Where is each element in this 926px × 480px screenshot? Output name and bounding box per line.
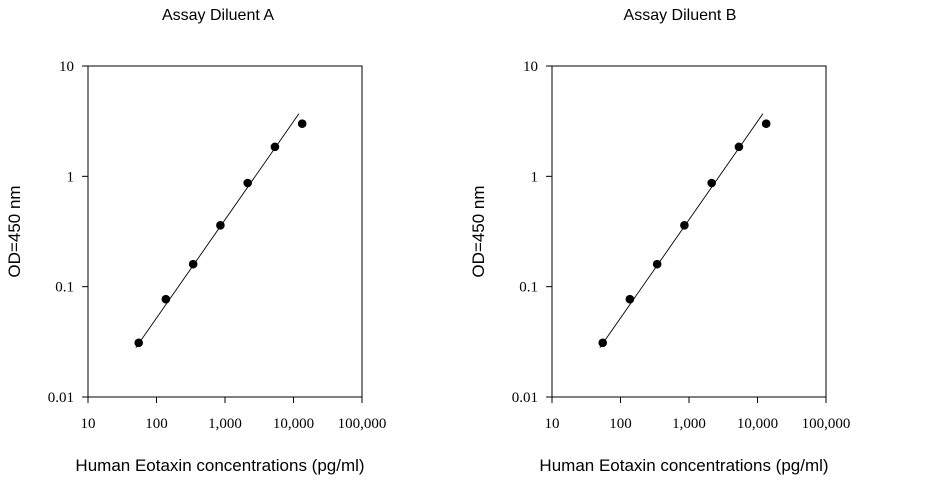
data-point: [734, 142, 744, 152]
data-point: [270, 142, 280, 152]
data-point: [161, 294, 171, 304]
y-tick-label: 0.01: [48, 390, 74, 406]
data-point: [652, 259, 662, 269]
x-tick-label: 100: [609, 416, 632, 432]
data-point: [216, 220, 225, 230]
x-axis-label: Human Eotaxin concentrations (pg/ml): [75, 456, 364, 475]
y-tick-label: 1: [67, 169, 75, 185]
x-tick-label: 100: [145, 416, 168, 432]
data-point: [680, 220, 689, 230]
x-tick-label: 10: [545, 416, 560, 432]
y-tick-label: 10: [59, 59, 74, 75]
x-tick-label: 10,000: [737, 416, 778, 432]
x-tick-label: 100,000: [338, 416, 387, 432]
y-tick-label: 1: [531, 169, 539, 185]
data-point: [707, 178, 716, 188]
chart-panel-1: Assay Diluent A 10 100 1,000 10,000 100,000 0.…: [5, 7, 386, 475]
plot-frame: [551, 65, 827, 398]
data-point: [297, 119, 307, 128]
chart-panel-2: Assay Diluent B 10 100 1,000 10,000 100,000 0.…: [469, 7, 850, 475]
y-tick-label: 0.01: [512, 390, 538, 406]
data-point: [625, 294, 635, 304]
fit-line: [135, 113, 300, 348]
y-axis-label: OD=450 nm: [5, 185, 24, 277]
chart-title: Assay Diluent B: [624, 7, 737, 24]
data-point: [243, 178, 252, 188]
plot-frame: [87, 65, 363, 398]
fit-line: [599, 113, 764, 348]
x-tick-label: 10: [81, 416, 96, 432]
x-tick-label: 1,000: [208, 416, 242, 432]
data-point: [188, 259, 198, 269]
x-tick-label: 100,000: [802, 416, 851, 432]
chart-title: Assay Diluent A: [162, 7, 274, 24]
y-tick-label: 0.1: [55, 280, 74, 296]
x-tick-label: 10,000: [273, 416, 314, 432]
y-tick-label: 0.1: [519, 280, 538, 296]
x-tick-label: 1,000: [672, 416, 706, 432]
data-point: [761, 119, 771, 128]
x-axis-label: Human Eotaxin concentrations (pg/ml): [539, 456, 828, 475]
data-point: [598, 338, 608, 348]
y-tick-label: 10: [523, 59, 538, 75]
data-point: [134, 338, 144, 348]
y-axis-label: OD=450 nm: [469, 185, 488, 277]
